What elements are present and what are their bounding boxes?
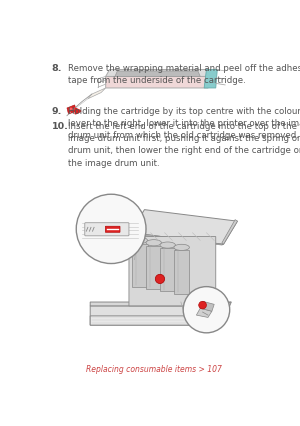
Polygon shape [222, 220, 238, 245]
Polygon shape [90, 302, 231, 306]
Polygon shape [106, 77, 212, 89]
Text: Replacing consumable items > 107: Replacing consumable items > 107 [86, 364, 222, 373]
Text: Insert the left end of the cartridge into the top of the
image drum unit first, : Insert the left end of the cartridge int… [68, 122, 300, 167]
Polygon shape [160, 248, 176, 291]
FancyBboxPatch shape [105, 227, 120, 233]
Polygon shape [90, 316, 206, 325]
Polygon shape [132, 233, 224, 245]
Polygon shape [174, 251, 189, 294]
Polygon shape [132, 244, 148, 287]
Circle shape [155, 275, 165, 284]
Polygon shape [88, 89, 106, 100]
Polygon shape [200, 302, 214, 311]
Text: Holding the cartridge by its top centre with the coloured
lever to the right, lo: Holding the cartridge by its top centre … [68, 106, 300, 140]
Polygon shape [196, 308, 212, 318]
Text: 8.: 8. [52, 64, 62, 73]
Circle shape [69, 108, 73, 112]
Text: Remove the wrapping material and peel off the adhesive
tape from the underside o: Remove the wrapping material and peel of… [68, 64, 300, 85]
Ellipse shape [160, 242, 176, 248]
Ellipse shape [146, 240, 161, 246]
Polygon shape [146, 246, 161, 289]
Polygon shape [200, 302, 231, 325]
Polygon shape [106, 70, 212, 77]
Text: 9.: 9. [52, 106, 62, 115]
Text: 10.: 10. [52, 122, 68, 131]
Circle shape [183, 287, 230, 333]
Polygon shape [129, 237, 216, 306]
Circle shape [199, 302, 206, 309]
FancyBboxPatch shape [85, 223, 129, 236]
Circle shape [76, 195, 146, 264]
Polygon shape [90, 306, 208, 325]
Ellipse shape [174, 245, 189, 251]
Polygon shape [115, 72, 200, 77]
Ellipse shape [132, 238, 148, 244]
Polygon shape [204, 70, 217, 89]
Polygon shape [67, 106, 76, 115]
Polygon shape [130, 210, 238, 245]
